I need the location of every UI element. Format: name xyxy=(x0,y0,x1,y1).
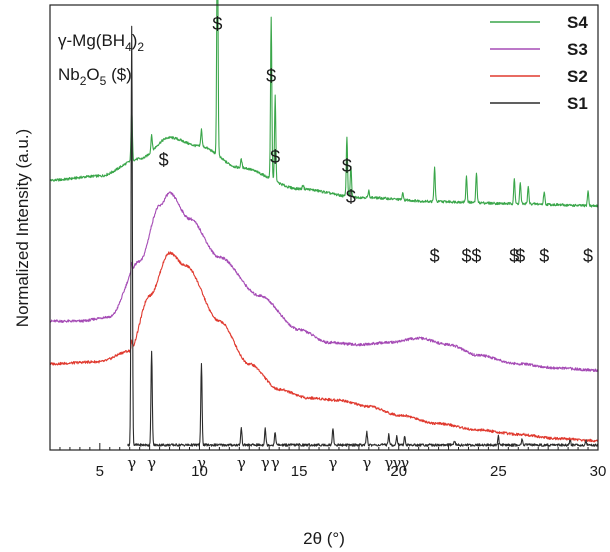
legend-label-s4: S4 xyxy=(567,13,588,32)
x-tick-label: 25 xyxy=(490,463,507,480)
x-tick-label: 10 xyxy=(191,463,208,480)
series-line-s3 xyxy=(49,191,599,372)
y-axis-title: Normalized Intensity (a.u.) xyxy=(13,129,32,327)
nb2o5-marker: $ xyxy=(270,147,280,167)
series-line-s2 xyxy=(49,251,599,443)
x-tick-label: 15 xyxy=(291,463,308,480)
series-layer xyxy=(49,0,599,447)
gamma-marker: γ xyxy=(127,454,136,472)
legend: S4 S3 S2 S1 xyxy=(490,13,588,113)
gamma-marker: γ xyxy=(328,454,337,472)
gamma-marker: γ xyxy=(362,454,371,472)
series-line-s1 xyxy=(127,25,599,447)
x-tick-label: 5 xyxy=(96,463,104,480)
series-line-s4 xyxy=(49,0,599,208)
x-axis-title: 2θ (°) xyxy=(303,529,345,548)
nb2o5-marker: $ xyxy=(471,246,481,266)
nb2o5-marker: $ xyxy=(346,187,356,207)
phase-label-nb2o5: Nb2O5 ($) xyxy=(58,65,132,88)
gamma-marker: γ xyxy=(237,454,246,472)
peak-marker-layer: $$$$ $$$ $ $ $$ $ $γ γ γ γ γ γ γ γ γ γ γ xyxy=(127,14,593,472)
gamma-marker: γ xyxy=(271,454,280,472)
nb2o5-marker: $ xyxy=(515,246,525,266)
gamma-marker: γ xyxy=(261,454,270,472)
legend-label-s2: S2 xyxy=(567,67,588,86)
x-axis-ticks: 5 10 15 20 25 30 xyxy=(49,443,607,480)
legend-label-s3: S3 xyxy=(567,40,588,59)
x-tick-label: 30 xyxy=(590,463,607,480)
gamma-marker: γ xyxy=(197,454,206,472)
plot-frame xyxy=(49,4,599,451)
nb2o5-marker: $ xyxy=(159,150,169,170)
nb2o5-marker: $ xyxy=(342,156,352,176)
gamma-marker: γ xyxy=(392,454,401,472)
nb2o5-marker: $ xyxy=(430,246,440,266)
phase-label-mgbh4: γ-Mg(BH4)2 xyxy=(58,31,144,54)
nb2o5-marker: $ xyxy=(509,246,519,266)
gamma-marker: γ xyxy=(384,454,393,472)
gamma-marker: γ xyxy=(147,454,156,472)
gamma-marker: γ xyxy=(400,454,409,472)
nb2o5-marker: $ xyxy=(266,66,276,86)
legend-label-s1: S1 xyxy=(567,94,588,113)
nb2o5-marker: $ xyxy=(583,246,593,266)
nb2o5-marker: $ xyxy=(461,246,471,266)
nb2o5-marker: $ xyxy=(539,246,549,266)
x-tick-label: 20 xyxy=(390,463,407,480)
nb2o5-marker: $ xyxy=(212,14,222,34)
